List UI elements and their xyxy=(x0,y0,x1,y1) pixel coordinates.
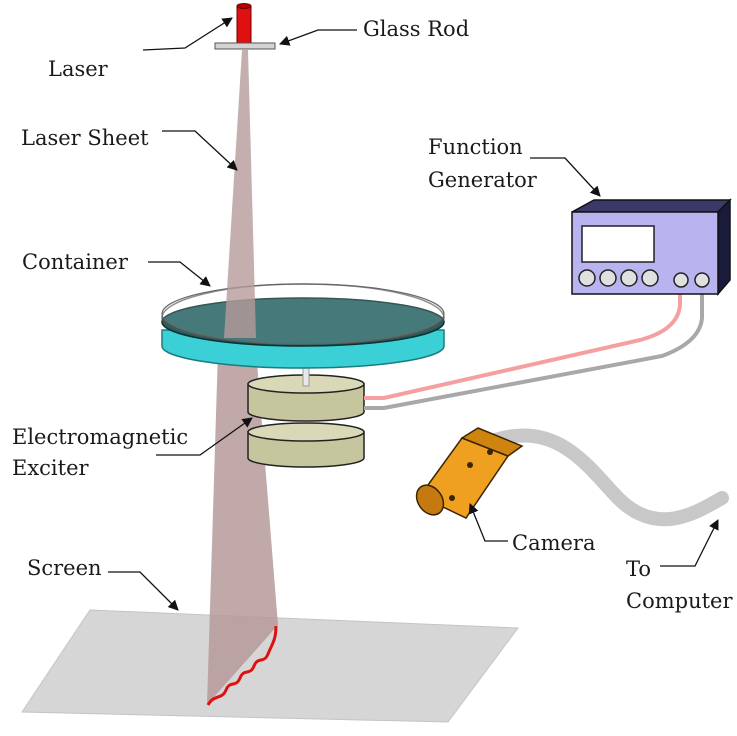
exciter-label-line2: Exciter xyxy=(12,456,89,480)
function-generator-label-line1: Function xyxy=(428,135,523,159)
wave-pattern xyxy=(206,625,278,706)
container xyxy=(161,283,445,369)
function-generator-label-line2: Generator xyxy=(428,168,537,192)
container-label: Container xyxy=(22,250,128,274)
laser-label: Laser xyxy=(48,57,108,81)
to-computer-label-line1: To xyxy=(626,557,652,581)
laser-sheet-label: Laser Sheet xyxy=(21,126,149,150)
camera-label: Camera xyxy=(512,531,596,555)
function-generator xyxy=(571,198,732,297)
laser-assembly xyxy=(214,3,276,50)
laser-sheet-upper xyxy=(224,50,256,338)
wire-gray xyxy=(364,285,704,410)
camera xyxy=(415,427,524,519)
callout-leaders xyxy=(108,17,719,611)
to-computer-label-line2: Computer xyxy=(626,589,733,613)
screen-plane xyxy=(21,609,519,723)
wire-red xyxy=(364,285,682,400)
exciter-label-line1: Electromagnetic xyxy=(12,425,189,449)
electromagnetic-exciter xyxy=(247,365,365,468)
camera-cable xyxy=(488,428,729,527)
glass-rod-label: Glass Rod xyxy=(363,17,470,41)
screen-label: Screen xyxy=(27,556,102,580)
